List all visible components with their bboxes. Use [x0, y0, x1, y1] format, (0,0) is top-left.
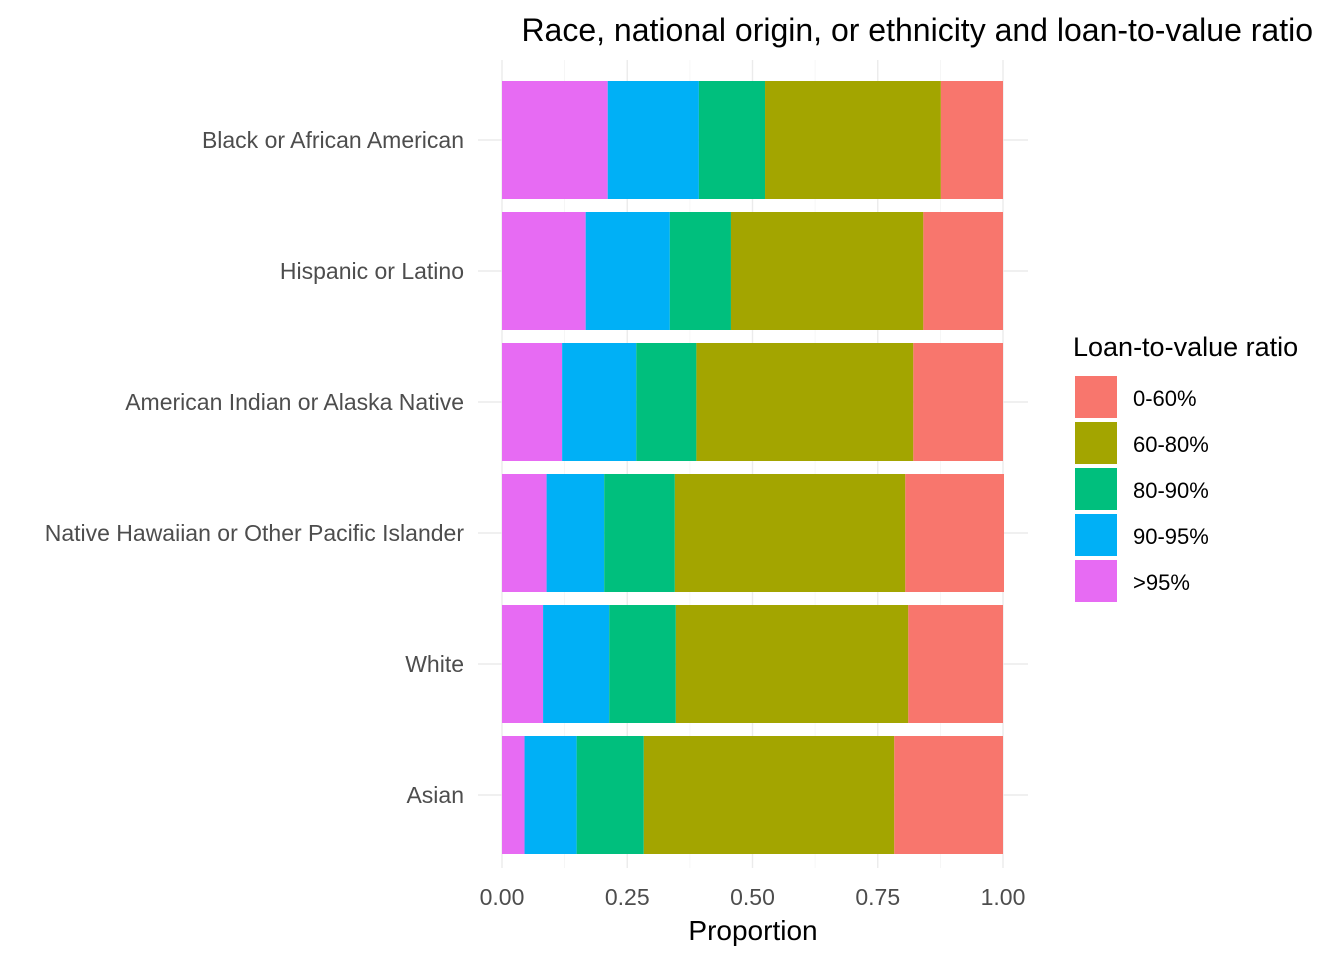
category-label: American Indian or Alaska Native: [125, 389, 464, 415]
legend-swatch: [1075, 376, 1117, 418]
bar-segment: [502, 605, 544, 723]
bar-segment: [643, 736, 895, 854]
category-label: Native Hawaiian or Other Pacific Islande…: [45, 520, 465, 546]
bar-segment: [908, 605, 1003, 723]
bar-segment: [502, 474, 547, 592]
legend: Loan-to-value ratio 0-60% 60-80% 80-90% 90-…: [1073, 332, 1298, 602]
x-tick-label: 0.25: [605, 884, 650, 910]
bar-segment: [698, 81, 766, 199]
bar-segment: [502, 343, 563, 461]
bar-segment: [609, 605, 676, 723]
bar-segment: [675, 605, 909, 723]
legend-label: >95%: [1133, 570, 1190, 595]
bar-segment: [576, 736, 644, 854]
bar-segment: [923, 212, 1003, 330]
bar-segment: [562, 343, 637, 461]
legend-swatch: [1075, 468, 1117, 510]
bar-segment: [604, 474, 675, 592]
category-label: White: [405, 651, 464, 677]
bar-segment: [913, 343, 1003, 461]
bar-segment: [502, 212, 586, 330]
legend-label: 90-95%: [1133, 524, 1209, 549]
x-tick-labels: 0.00 0.25 0.50 0.75 1.00: [480, 884, 1026, 910]
bar-segment: [636, 343, 697, 461]
chart-title: Race, national origin, or ethnicity and …: [521, 12, 1313, 48]
bar-segment: [669, 212, 731, 330]
legend-title: Loan-to-value ratio: [1073, 332, 1298, 362]
bar-segment: [524, 736, 577, 854]
legend-label: 0-60%: [1133, 386, 1197, 411]
bar-segment: [607, 81, 699, 199]
x-tick-label: 1.00: [981, 884, 1026, 910]
legend-label: 60-80%: [1133, 432, 1209, 457]
x-tick-label: 0.00: [480, 884, 525, 910]
bars-layer: [502, 81, 1005, 854]
bar-segment: [765, 81, 941, 199]
legend-label: 80-90%: [1133, 478, 1209, 503]
category-label: Black or African American: [202, 127, 464, 153]
bar-segment: [546, 474, 605, 592]
bar-segment: [674, 474, 906, 592]
bar-segment: [696, 343, 914, 461]
bar-segment: [585, 212, 670, 330]
bar-segment: [502, 736, 525, 854]
x-axis-title: Proportion: [688, 915, 817, 946]
legend-swatch: [1075, 422, 1117, 464]
bar-segment: [502, 81, 608, 199]
x-tick-label: 0.50: [730, 884, 775, 910]
bar-segment: [940, 81, 1003, 199]
category-label: Hispanic or Latino: [280, 258, 464, 284]
category-labels: Black or African American Hispanic or Lat…: [45, 127, 465, 808]
category-label: Asian: [406, 782, 464, 808]
x-tick-label: 0.75: [855, 884, 900, 910]
bar-segment: [543, 605, 610, 723]
legend-swatch: [1075, 560, 1117, 602]
bar-segment: [730, 212, 924, 330]
legend-swatch: [1075, 514, 1117, 556]
bar-segment: [905, 474, 1005, 592]
bar-segment: [894, 736, 1003, 854]
